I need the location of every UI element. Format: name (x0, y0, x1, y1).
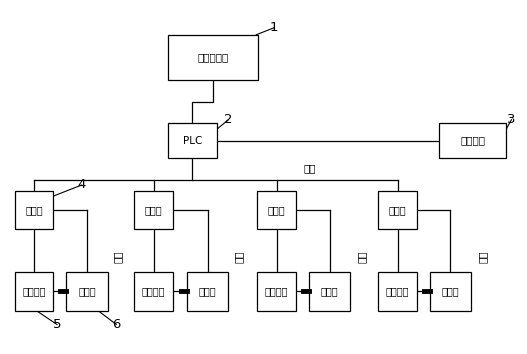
Text: 人机界面: 人机界面 (460, 136, 485, 145)
Text: PLC: PLC (183, 136, 202, 145)
Text: 1: 1 (270, 21, 278, 34)
Text: 光纤: 光纤 (357, 251, 367, 263)
Text: 变频电机: 变频电机 (22, 286, 46, 297)
Text: 光纤: 光纤 (477, 251, 487, 263)
Bar (439, 123, 506, 158)
Bar (257, 273, 296, 310)
Bar (378, 191, 417, 229)
Text: 总线: 总线 (304, 164, 316, 173)
Text: 6: 6 (112, 318, 121, 331)
Bar (187, 273, 228, 310)
Text: 5: 5 (53, 318, 61, 331)
Bar (15, 273, 53, 310)
Text: 编码器: 编码器 (199, 286, 217, 297)
Text: 变频器: 变频器 (145, 205, 162, 215)
Bar (257, 191, 296, 229)
Bar (168, 123, 217, 158)
Text: 变频器: 变频器 (25, 205, 43, 215)
Text: 3: 3 (507, 113, 515, 126)
Bar (134, 273, 173, 310)
Text: 编码器: 编码器 (78, 286, 96, 297)
Text: 变频电机: 变频电机 (386, 286, 409, 297)
Text: 变频器: 变频器 (389, 205, 406, 215)
Text: 上位计算机: 上位计算机 (198, 52, 229, 62)
Text: 编码器: 编码器 (321, 286, 338, 297)
Bar (134, 191, 173, 229)
Text: 光纤: 光纤 (113, 251, 123, 263)
Text: 2: 2 (224, 113, 232, 126)
Text: 4: 4 (77, 178, 86, 192)
Text: 变频电机: 变频电机 (142, 286, 165, 297)
Bar (378, 273, 417, 310)
Bar (66, 273, 108, 310)
Bar (168, 35, 258, 80)
Bar (309, 273, 350, 310)
Bar (15, 191, 53, 229)
Text: 变频器: 变频器 (268, 205, 286, 215)
Text: 编码器: 编码器 (442, 286, 459, 297)
Bar (430, 273, 471, 310)
Text: 光纤: 光纤 (233, 251, 243, 263)
Text: 变频电机: 变频电机 (265, 286, 288, 297)
